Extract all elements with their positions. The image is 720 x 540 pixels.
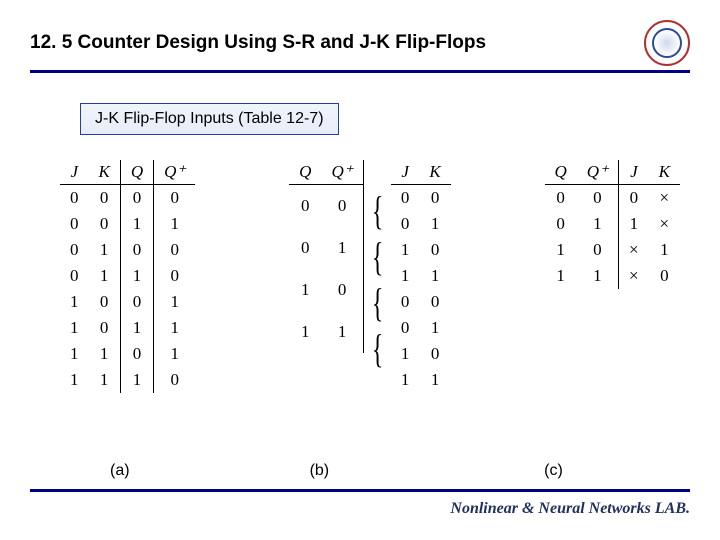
cell: 1 <box>391 367 420 393</box>
cell: 1 <box>391 263 420 289</box>
th: K <box>419 160 450 185</box>
cell: 1 <box>419 315 450 341</box>
cell: 0 <box>289 227 321 269</box>
cell: 0 <box>391 185 420 212</box>
cell: 0 <box>89 211 121 237</box>
th: K <box>89 160 121 185</box>
cell: 1 <box>649 237 680 263</box>
cell: 1 <box>419 367 450 393</box>
cell: 0 <box>60 211 89 237</box>
cell: 1 <box>89 341 121 367</box>
th: Q <box>545 160 577 185</box>
university-logo <box>644 20 690 66</box>
cell: 1 <box>154 211 196 237</box>
th: Q <box>289 160 321 185</box>
th: Q⁺ <box>577 160 619 185</box>
cell: 0 <box>120 237 153 263</box>
cell: 1 <box>120 263 153 289</box>
cell: 0 <box>60 237 89 263</box>
footer-text: Nonlinear & Neural Networks LAB. <box>450 500 690 518</box>
title-rule <box>30 70 690 73</box>
table-b: Q Q⁺ 00011011 { { { { J K 00011011000110… <box>289 160 451 393</box>
cell: 1 <box>545 263 577 289</box>
cell: 1 <box>391 237 420 263</box>
cell: 0 <box>120 185 153 212</box>
cell: 0 <box>321 269 363 311</box>
cell: 0 <box>89 289 121 315</box>
cell: 0 <box>60 263 89 289</box>
cell: × <box>649 185 680 212</box>
cell: 0 <box>391 211 420 237</box>
cell: × <box>619 237 649 263</box>
cell: 1 <box>577 211 619 237</box>
cell: 0 <box>649 263 680 289</box>
cell: 0 <box>419 289 450 315</box>
cell: 0 <box>419 237 450 263</box>
cell: 0 <box>391 315 420 341</box>
cell: 1 <box>89 263 121 289</box>
cell: 0 <box>321 185 363 227</box>
cell: 1 <box>289 269 321 311</box>
cell: 0 <box>545 185 577 212</box>
cell: 0 <box>120 289 153 315</box>
table-c: Q Q⁺ J K 000×011×10×111×0 <box>545 160 680 289</box>
cell: 1 <box>60 341 89 367</box>
cell: 1 <box>577 263 619 289</box>
cell: 0 <box>89 185 121 212</box>
cell: 0 <box>154 237 196 263</box>
th: J <box>60 160 89 185</box>
cell: 1 <box>289 311 321 353</box>
label-c: (c) <box>544 462 563 480</box>
cell: 1 <box>89 367 121 393</box>
cell: × <box>619 263 649 289</box>
table-a: J K Q Q⁺ 0000001101000110100110111101111… <box>60 160 195 393</box>
cell: 0 <box>154 185 196 212</box>
cell: 1 <box>120 367 153 393</box>
cell: 0 <box>545 211 577 237</box>
cell: 1 <box>60 367 89 393</box>
cell: 1 <box>120 315 153 341</box>
cell: 0 <box>60 185 89 212</box>
cell: 1 <box>321 311 363 353</box>
th: Q⁺ <box>321 160 363 185</box>
cell: 0 <box>577 237 619 263</box>
cell: 1 <box>619 211 649 237</box>
label-a: (a) <box>110 462 130 480</box>
cell: 1 <box>60 315 89 341</box>
brace-group: { { { { <box>368 188 387 372</box>
footer-rule <box>30 489 690 492</box>
cell: 1 <box>391 341 420 367</box>
page-title: 12. 5 Counter Design Using S-R and J-K F… <box>30 32 486 54</box>
cell: 1 <box>120 211 153 237</box>
cell: 0 <box>154 263 196 289</box>
cell: 0 <box>89 315 121 341</box>
label-b: (b) <box>310 462 330 480</box>
th: K <box>649 160 680 185</box>
cell: 1 <box>154 315 196 341</box>
th: J <box>619 160 649 185</box>
cell: 0 <box>419 185 450 212</box>
cell: 1 <box>60 289 89 315</box>
subfigure-labels: (a) (b) (c) <box>0 462 720 480</box>
tables-container: J K Q Q⁺ 0000001101000110100110111101111… <box>60 160 680 393</box>
th: Q <box>120 160 153 185</box>
cell: 1 <box>89 237 121 263</box>
cell: 0 <box>577 185 619 212</box>
cell: 0 <box>120 341 153 367</box>
cell: 0 <box>419 341 450 367</box>
cell: 0 <box>154 367 196 393</box>
cell: 1 <box>154 289 196 315</box>
cell: 1 <box>419 263 450 289</box>
subtitle-box: J-K Flip-Flop Inputs (Table 12-7) <box>80 103 339 135</box>
cell: × <box>649 211 680 237</box>
cell: 0 <box>289 185 321 227</box>
th: J <box>391 160 420 185</box>
cell: 1 <box>545 237 577 263</box>
cell: 1 <box>321 227 363 269</box>
cell: 0 <box>391 289 420 315</box>
cell: 1 <box>154 341 196 367</box>
th: Q⁺ <box>154 160 196 185</box>
cell: 1 <box>419 211 450 237</box>
cell: 0 <box>619 185 649 212</box>
